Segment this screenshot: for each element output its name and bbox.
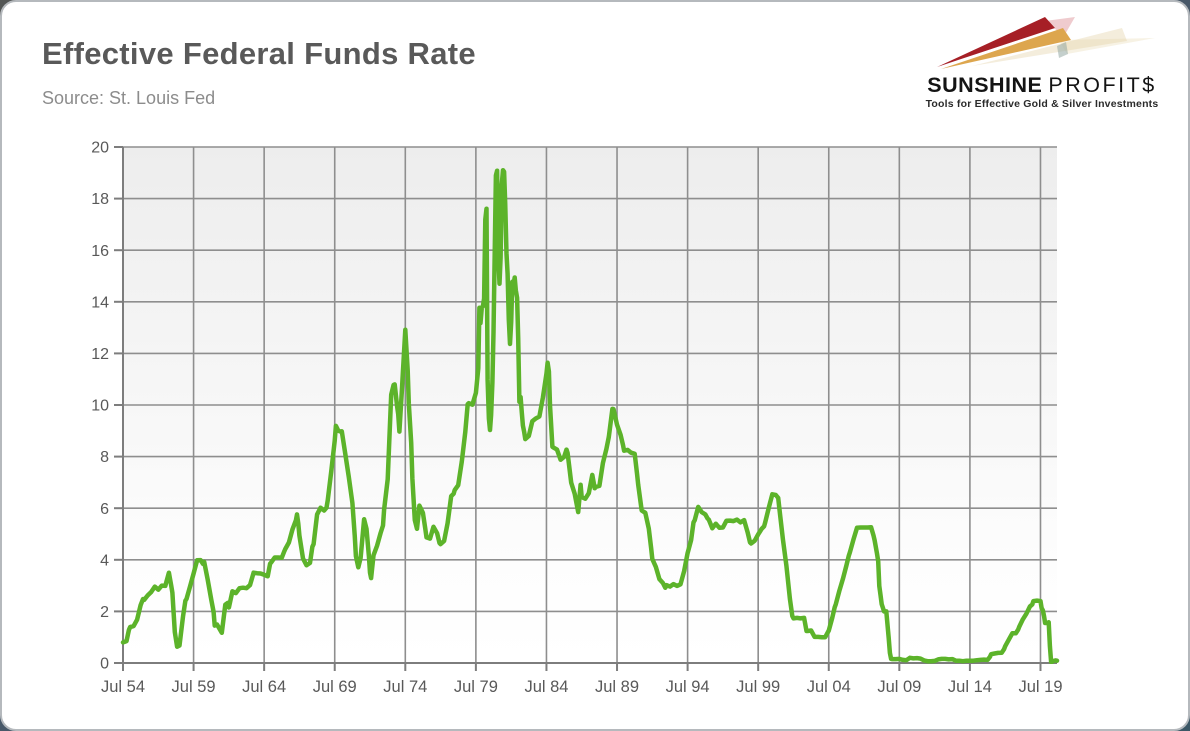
logo-gold-arrow: [941, 28, 1071, 69]
logo-tagline: Tools for Effective Gold & Silver Invest…: [925, 98, 1159, 110]
y-tick-label: 4: [100, 552, 109, 569]
x-tick-label: Jul 69: [313, 678, 357, 696]
y-tick-label: 6: [100, 501, 109, 518]
x-tick-label: Jul 19: [1018, 678, 1062, 696]
logo-word-profits: PROFIT$: [1048, 73, 1157, 97]
x-tick-label: Jul 04: [807, 678, 851, 696]
x-tick-label: Jul 64: [242, 678, 286, 696]
y-tick-label: 16: [91, 243, 109, 260]
logo-red-arrow: [937, 17, 1055, 67]
logo-teal-speck: [1057, 42, 1068, 58]
x-tick-label: Jul 94: [666, 678, 710, 696]
y-tick-label: 2: [100, 604, 109, 621]
y-tick-label: 14: [91, 294, 109, 311]
logo-word-sunshine: SUNSHINE: [927, 73, 1043, 97]
x-tick-label: Jul 99: [736, 678, 780, 696]
y-tick-label: 10: [91, 398, 109, 415]
x-tick-label: Jul 89: [595, 678, 639, 696]
logo-shadow-tan-shape-2: [1059, 38, 1155, 54]
source-label: Source: St. Louis Fed: [42, 88, 216, 108]
y-tick-label: 20: [91, 140, 109, 157]
x-tick-label: Jul 84: [524, 678, 568, 696]
logo-wordmark: SUNSHINE PROFIT$: [916, 74, 1168, 96]
sunshine-profits-logo: SUNSHINE PROFIT$ Tools for Effective Gold…: [916, 14, 1168, 110]
logo-shadow-tan-shape: [972, 28, 1127, 66]
y-tick-label: 18: [91, 191, 109, 208]
x-tick-label: Jul 54: [101, 678, 145, 696]
x-tick-label: Jul 59: [172, 678, 216, 696]
x-tick-label: Jul 74: [383, 678, 427, 696]
y-tick-label: 12: [91, 346, 109, 363]
page-title: Effective Federal Funds Rate: [42, 36, 476, 71]
rate-line: [120, 167, 1060, 664]
logo-arrows-icon: [937, 17, 1155, 69]
y-tick-label: 0: [100, 656, 109, 673]
x-tick-label: Jul 09: [877, 678, 921, 696]
x-tick-label: Jul 14: [948, 678, 992, 696]
x-tick-label: Jul 79: [454, 678, 498, 696]
logo-shadow-pink-shape: [1045, 17, 1075, 36]
y-tick-label: 8: [100, 449, 109, 466]
